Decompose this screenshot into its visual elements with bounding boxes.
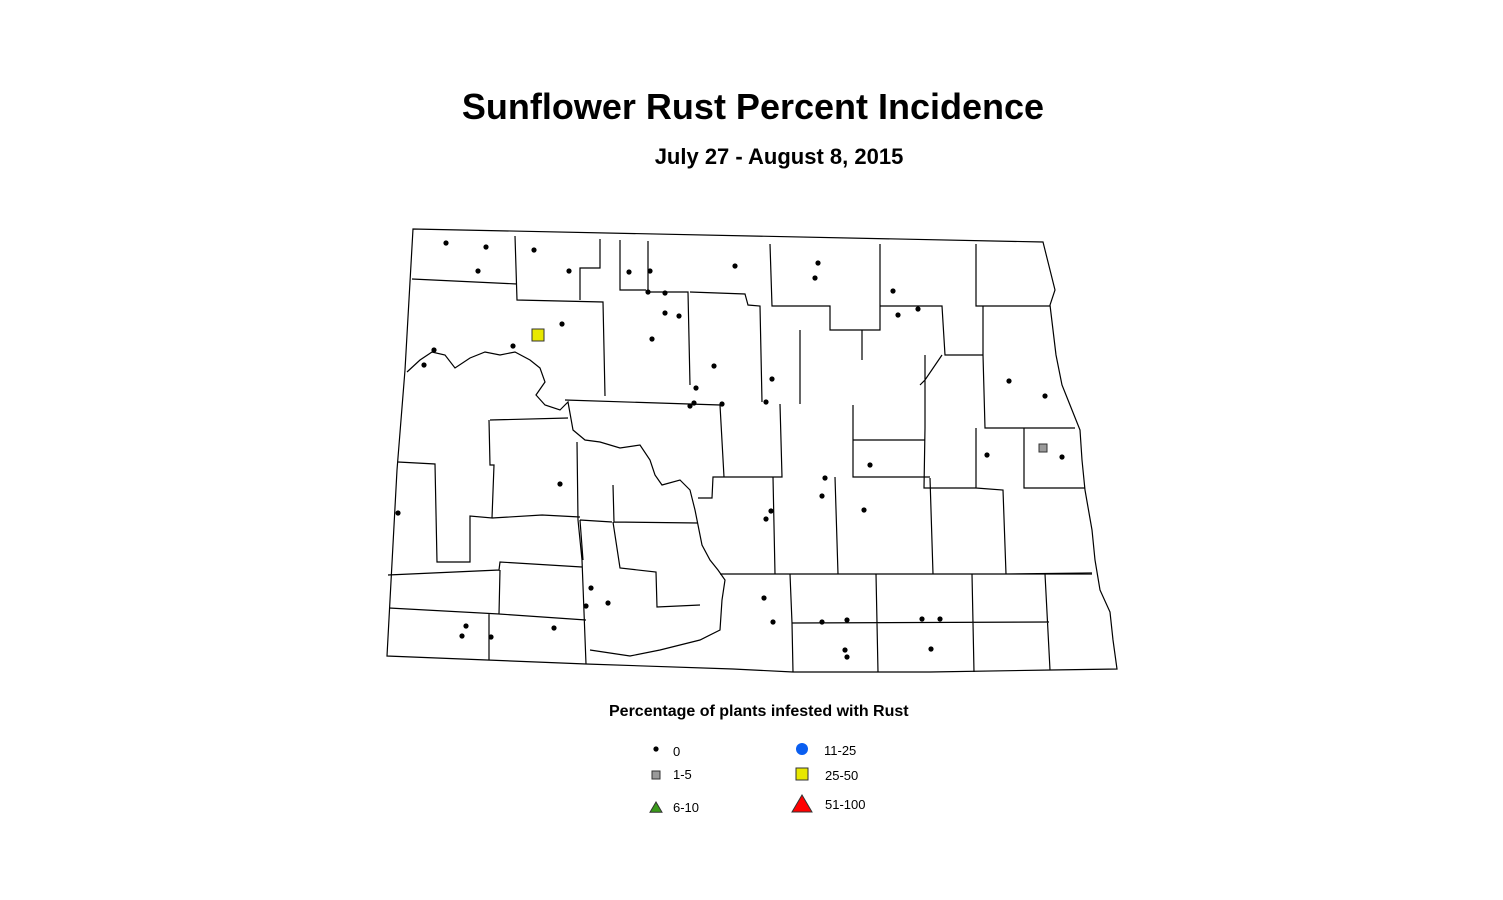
map-subtitle: July 27 - August 8, 2015 [654,144,904,169]
survey-point-0 [488,634,494,640]
survey-point-0 [819,619,825,625]
survey-point-0 [763,516,769,522]
survey-point-0 [1006,378,1012,384]
survey-point-0 [895,312,901,318]
survey-point-0 [984,452,990,458]
survey-point-0 [421,362,427,368]
state-outline [386,228,1118,673]
survey-point-0 [475,268,481,274]
survey-point-0 [626,269,632,275]
survey-point-0 [1059,454,1065,460]
survey-point-0 [605,600,611,606]
survey-point-0 [531,247,537,253]
legend-title: Percentage of plants infested with Rust [609,703,909,720]
legend-label-25-50: 25-50 [825,768,859,783]
survey-point-0 [395,510,401,516]
survey-point-0 [842,647,848,653]
survey-point-0 [551,625,557,631]
survey-point-0 [566,268,572,274]
legend-label-11-25: 11-25 [824,743,857,758]
survey-point-0 [822,475,828,481]
survey-point-0 [649,336,655,342]
survey-point-0 [861,507,867,513]
legend-label-1-5: 1-5 [673,767,692,782]
survey-points [395,240,1065,660]
survey-point-0 [691,400,697,406]
survey-point-0 [559,321,565,327]
survey-point-0 [645,289,651,295]
survey-point-0 [463,623,469,629]
survey-point-0 [928,646,934,652]
survey-point-0 [719,401,725,407]
survey-point-0 [483,244,489,250]
survey-point-0 [647,268,653,274]
survey-point-0 [812,275,818,281]
survey-point-0 [815,260,821,266]
survey-point-0 [819,493,825,499]
map-title: Sunflower Rust Percent Incidence [461,86,1045,127]
legend-symbol-6-10 [649,801,663,813]
survey-point-0 [732,263,738,269]
survey-point-0 [770,619,776,625]
legend-symbol-11-25 [796,743,808,755]
legend-symbol-51-100 [791,794,813,813]
survey-point-0 [919,616,925,622]
survey-point-0 [761,595,767,601]
survey-point-0 [431,347,437,353]
survey-point-0 [687,403,693,409]
survey-point-0 [459,633,465,639]
survey-point-0 [583,603,589,609]
survey-point-0 [662,290,668,296]
legend-symbol-1-5 [651,770,661,780]
legend-symbols [649,743,813,813]
survey-point-0 [769,376,775,382]
survey-point-25-50 [531,328,545,342]
survey-point-0 [588,585,594,591]
survey-point-0 [443,240,449,246]
survey-point-0 [844,654,850,660]
county-boundaries [386,228,1118,673]
survey-point-0 [693,385,699,391]
legend-label-0: 0 [673,744,681,759]
legend-symbol-0 [653,746,659,752]
survey-point-1-5 [1038,443,1048,453]
survey-point-0 [1042,393,1048,399]
survey-point-0 [890,288,896,294]
legend-label-51-100: 51-100 [825,797,866,812]
survey-point-0 [844,617,850,623]
survey-point-0 [662,310,668,316]
survey-point-0 [915,306,921,312]
survey-point-0 [557,481,563,487]
survey-point-0 [937,616,943,622]
survey-point-0 [676,313,682,319]
survey-point-0 [763,399,769,405]
survey-point-0 [711,363,717,369]
survey-point-0 [867,462,873,468]
survey-point-0 [510,343,516,349]
legend-label-6-10: 6-10 [673,800,700,815]
survey-point-0 [768,508,774,514]
legend-symbol-25-50 [795,767,809,781]
